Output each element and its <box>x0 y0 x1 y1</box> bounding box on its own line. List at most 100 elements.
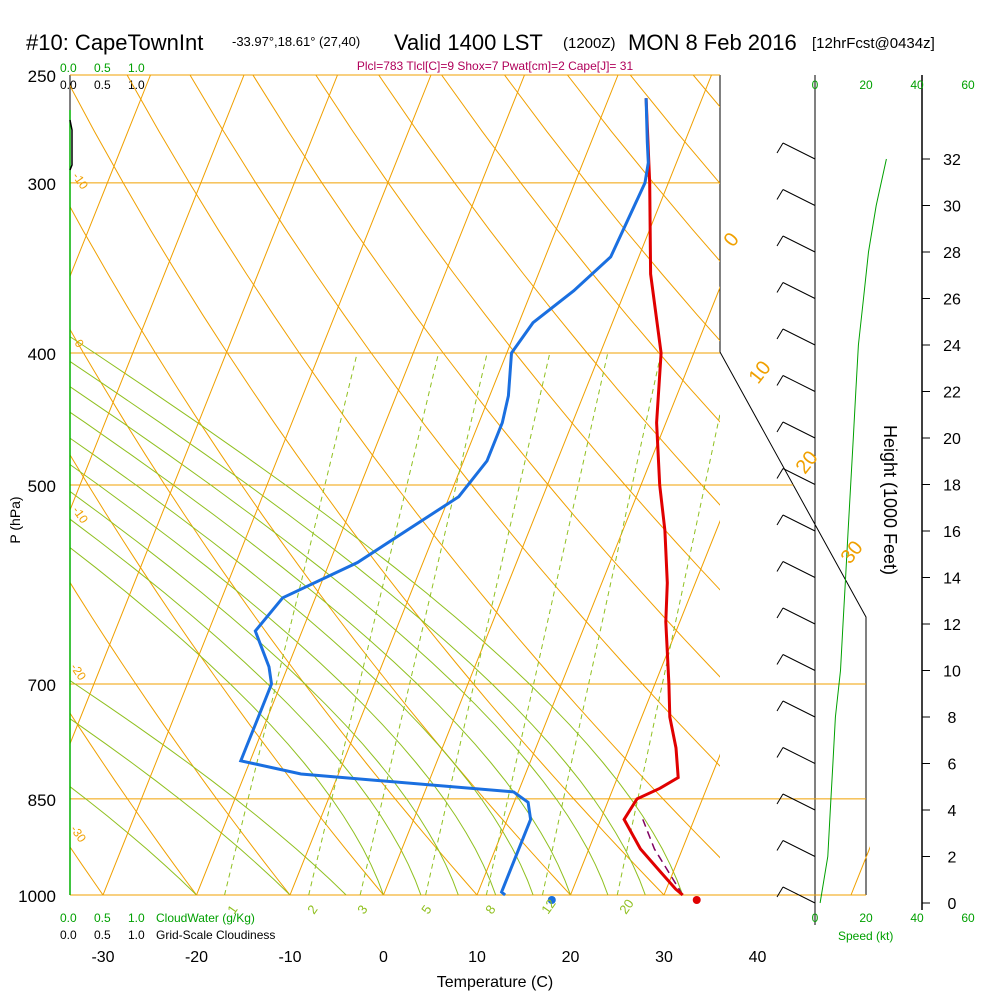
mixing-ratio-line <box>308 352 440 895</box>
temperature-tick-label: 10 <box>468 949 486 966</box>
cloud-tick-top-1: 0.5 <box>94 61 111 75</box>
wind-barb <box>782 886 816 904</box>
isotherm-line <box>663 753 720 895</box>
wind-speed-profile <box>819 158 887 904</box>
mixing-ratio-line <box>425 352 551 895</box>
temperature-tick-label: -20 <box>185 949 208 966</box>
temperature-tick-label: 30 <box>655 949 673 966</box>
dry-adiabat-line <box>70 84 665 895</box>
dry-adiabat-line <box>252 75 720 678</box>
x-axis-label: Temperature (C) <box>437 974 553 991</box>
zulu-time: (1200Z) <box>563 35 616 52</box>
valid-time: Valid 1400 LST <box>394 30 543 55</box>
pressure-tick-label: 700 <box>28 676 56 695</box>
dry-adiabat-line <box>70 328 478 895</box>
moist-adiabat-line <box>70 360 646 895</box>
cloud-tick-bottom-2: 1.0 <box>128 911 145 925</box>
speed-tick-bottom: 40 <box>910 911 924 925</box>
wind-barb <box>782 235 816 253</box>
cloud-tick-top-2: 1.0 <box>128 61 145 75</box>
wind-barb-flag <box>776 514 784 526</box>
theta-label: -10 <box>70 170 92 193</box>
height-tick-label: 18 <box>943 478 961 495</box>
height-tick-label: 16 <box>943 524 961 541</box>
dry-adiabat-line <box>126 75 720 859</box>
mixing-ratio-label: 20 <box>616 896 637 916</box>
dry-adiabat-line <box>819 75 1000 895</box>
height-tick-label: 0 <box>948 896 957 913</box>
pressure-tick-label: 250 <box>28 67 56 86</box>
mixing-ratio-label: 5 <box>418 902 434 917</box>
surface-dewpoint-marker <box>547 896 556 904</box>
dry-adiabat-line <box>70 453 384 895</box>
wind-barb-flag <box>776 607 784 619</box>
station-title: #10: CapeTownInt <box>26 30 203 55</box>
moist-adiabat-line <box>70 786 197 895</box>
wind-barb-flag <box>776 747 784 758</box>
isotherm-line <box>70 75 245 512</box>
cloud-tick-bottom-1: 0.5 <box>94 911 111 925</box>
temperature-tick-label: 40 <box>749 949 767 966</box>
wind-barb-flag <box>776 189 784 200</box>
wind-barb <box>782 700 816 718</box>
height-tick-label: 30 <box>943 199 961 216</box>
wind-barb <box>782 793 816 811</box>
cloudiness-tick-bottom-0: 0.0 <box>60 928 77 942</box>
valid-date: MON 8 Feb 2016 <box>628 30 797 55</box>
mixing-ratio-label: 2 <box>304 902 320 917</box>
theta-label: -10 <box>70 504 92 527</box>
forecast-tag: [12hrFcst@0434z] <box>812 35 935 52</box>
height-tick-label: 22 <box>943 385 961 402</box>
pressure-tick-labels: 250 300 400 500 700 850 1000 <box>18 67 56 906</box>
isotherm-line <box>383 75 712 895</box>
cloudiness-trace <box>69 119 73 171</box>
cloud-scale-top: 0.0 0.5 1.0 0.0 0.5 1.0 <box>60 61 145 92</box>
temperature-line <box>622 98 684 897</box>
dry-adiabat-line <box>189 75 720 767</box>
cloudiness-tick-top-2: 1.0 <box>128 78 145 92</box>
sounding-params: Plcl=783 Tlcl[C]=9 Shox=7 Pwat[cm]=2 Cap… <box>357 59 634 73</box>
moist-adiabat-line <box>70 546 384 895</box>
isotherm-line <box>102 75 432 895</box>
dewpoint-line <box>238 98 650 897</box>
mixing-ratio-line <box>541 352 662 895</box>
moist-adiabat-line <box>70 336 684 895</box>
parcel-path <box>642 819 684 896</box>
y-axis-label: P (hPa) <box>7 496 23 543</box>
dry-adiabats <box>70 75 1000 895</box>
wind-barb <box>782 142 816 160</box>
isotherm-line <box>570 519 720 895</box>
wind-barb-flag <box>776 142 784 154</box>
height-tick-label: 24 <box>943 338 961 355</box>
height-tick-label: 20 <box>943 431 961 448</box>
wind-barb <box>782 840 816 857</box>
dry-adiabat-line <box>70 581 291 895</box>
height-tick-label: 4 <box>948 803 957 820</box>
height-tick-label: 10 <box>943 664 961 681</box>
moist-adiabat-line <box>70 518 422 895</box>
wind-barbs <box>776 142 816 904</box>
dry-adiabat-line <box>315 75 720 591</box>
speed-tick-top: 0 <box>812 78 819 92</box>
cloudiness-tick-bottom-2: 1.0 <box>128 928 145 942</box>
temperature-tick-label: 20 <box>562 949 580 966</box>
cloud-water-label: CloudWater (g/Kg) <box>156 911 255 925</box>
isotherm-label: 20 <box>792 447 823 478</box>
x-tick-labels: -30 -20 -10 0 10 20 30 40 <box>91 949 766 966</box>
dry-adiabat-line <box>504 75 720 342</box>
isotherm-label: 30 <box>837 537 868 568</box>
cloud-tick-top-0: 0.0 <box>60 61 77 75</box>
height-tick-label: 14 <box>943 571 961 588</box>
pressure-tick-label: 500 <box>28 477 56 496</box>
pressure-tick-label: 1000 <box>18 887 56 906</box>
plot-frame <box>69 74 867 925</box>
isotherm-line <box>476 286 720 895</box>
mixing-ratio-label: 8 <box>482 902 498 917</box>
wind-barb-flag <box>776 700 784 712</box>
wind-barb-flag <box>776 840 784 851</box>
pressure-tick-label: 300 <box>28 175 56 194</box>
temperature-tick-label: 0 <box>379 949 388 966</box>
isotherm-line <box>289 75 619 895</box>
mixing-ratio-line <box>359 352 488 895</box>
dry-adiabat-line <box>441 75 720 423</box>
